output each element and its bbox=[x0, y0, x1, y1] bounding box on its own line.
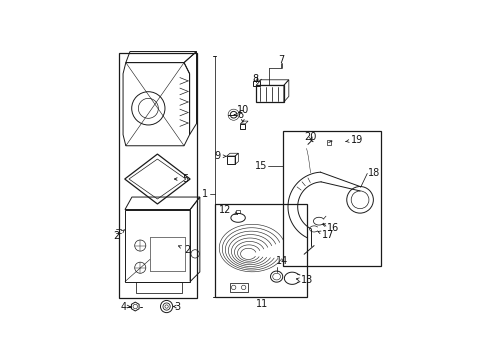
Text: 7: 7 bbox=[278, 55, 285, 65]
Text: 12: 12 bbox=[220, 204, 238, 215]
Bar bbox=[283, 131, 381, 266]
Text: 11: 11 bbox=[256, 299, 269, 309]
Text: 10: 10 bbox=[237, 105, 249, 122]
Text: 19: 19 bbox=[345, 135, 363, 145]
Bar bbox=[215, 204, 307, 297]
Bar bbox=[230, 283, 247, 292]
Bar bbox=[119, 53, 197, 298]
Text: 17: 17 bbox=[318, 230, 334, 240]
Text: 1: 1 bbox=[202, 189, 208, 199]
Text: 2: 2 bbox=[114, 230, 125, 241]
Bar bbox=[326, 140, 331, 145]
Text: 3: 3 bbox=[173, 302, 180, 311]
Bar bbox=[256, 85, 284, 102]
Text: 5: 5 bbox=[174, 174, 189, 184]
Text: 13: 13 bbox=[296, 275, 313, 285]
Text: 15: 15 bbox=[255, 161, 268, 171]
Text: 9: 9 bbox=[214, 151, 226, 161]
Bar bbox=[227, 156, 235, 164]
Text: 18: 18 bbox=[368, 168, 380, 179]
Text: 2: 2 bbox=[178, 245, 191, 255]
Text: 16: 16 bbox=[322, 222, 339, 233]
Text: 8: 8 bbox=[252, 74, 259, 84]
Text: 20: 20 bbox=[305, 132, 317, 143]
Text: 6: 6 bbox=[234, 110, 244, 120]
Text: 14: 14 bbox=[275, 256, 288, 266]
Bar bbox=[240, 124, 245, 129]
Text: 4: 4 bbox=[121, 302, 127, 311]
Bar bbox=[253, 81, 260, 86]
Bar bbox=[236, 210, 240, 213]
